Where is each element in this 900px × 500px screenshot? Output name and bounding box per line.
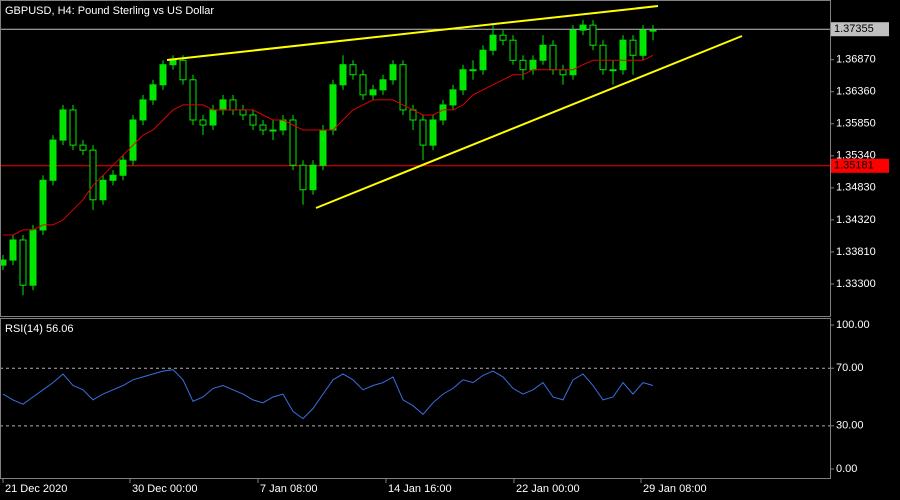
x-tick-label: 30 Dec 00:00: [132, 483, 197, 495]
candle-body: [389, 64, 397, 81]
candle-body: [109, 174, 117, 181]
x-tick-label: 21 Dec 2020: [5, 483, 67, 495]
current-price-label: 1.37355: [834, 23, 874, 35]
candle-body: [339, 64, 347, 86]
level-price-label: 1.35181: [834, 160, 874, 172]
y-tick-label: 0.00: [836, 463, 857, 475]
candle-body: [119, 159, 127, 176]
candle-body: [449, 89, 457, 106]
y-tick-label: 30.00: [836, 420, 864, 432]
level-price-box: [831, 158, 889, 173]
candle-body: [319, 129, 327, 166]
candle-body: [569, 29, 577, 76]
x-tick-label: 22 Jan 00:00: [516, 483, 580, 495]
candle-body: [499, 34, 507, 41]
candle-body: [309, 164, 317, 191]
candle-body: [439, 104, 447, 121]
candle-body: [39, 179, 47, 231]
candle-body: [509, 39, 517, 61]
candle-body: [129, 119, 137, 161]
x-tick-label: 29 Jan 08:00: [643, 483, 707, 495]
candle-body: [639, 29, 647, 56]
candle-body: [579, 24, 587, 31]
candle-body: [459, 69, 467, 91]
candle-body: [199, 119, 207, 126]
plot-layer: [0, 5, 830, 427]
candle-body: [9, 239, 17, 261]
candle-body: [529, 59, 537, 71]
candle-body: [29, 229, 37, 286]
candle-body: [489, 34, 497, 51]
candle-body: [19, 239, 27, 286]
candle-body: [369, 89, 377, 96]
x-tick-label: 14 Jan 16:00: [388, 483, 452, 495]
candle-body: [89, 149, 97, 201]
candle-body: [59, 109, 67, 141]
candle-body: [349, 64, 357, 76]
y-tick-label: 1.36360: [836, 86, 876, 98]
candle-body: [359, 74, 367, 96]
rsi-line: [2, 369, 654, 420]
candle-body: [189, 79, 197, 121]
y-tick-label: 100.00: [836, 319, 870, 331]
x-tick-label: 7 Jan 08:00: [260, 483, 318, 495]
candle-body: [589, 24, 597, 46]
candle-body: [69, 109, 77, 146]
candle-body: [549, 44, 557, 71]
candle-body: [399, 64, 407, 111]
candle-body: [539, 44, 547, 61]
candle-body: [329, 84, 337, 131]
y-tick-label: 1.33810: [836, 246, 876, 258]
y-tick-label: 1.34830: [836, 182, 876, 194]
current-price-box: [831, 22, 889, 37]
y-tick-label: 1.34320: [836, 214, 876, 226]
candle-body: [469, 69, 477, 72]
candle-body: [229, 99, 237, 111]
candle-body: [419, 119, 427, 146]
candle-body: [179, 59, 187, 81]
rsi-title: RSI(14) 56.06: [5, 323, 73, 335]
candle-body: [139, 99, 147, 121]
candle-body: [559, 69, 567, 76]
candle-body: [219, 99, 227, 111]
candle-body: [169, 59, 177, 66]
candle-body: [289, 119, 297, 166]
candle-body: [259, 124, 267, 131]
candle-body: [429, 119, 437, 146]
candle-body: [49, 139, 57, 181]
candle-body: [599, 44, 607, 71]
chart-title: GBPUSD, H4: Pound Sterling vs US Dollar: [5, 5, 214, 17]
y-tick-label: 1.33300: [836, 278, 876, 290]
candle-body: [649, 29, 657, 32]
candle-body: [619, 39, 627, 71]
candle-body: [0, 259, 7, 266]
trendline: [166, 5, 659, 61]
candle-body: [249, 114, 257, 126]
candle-body: [239, 109, 247, 116]
candle-body: [479, 49, 487, 71]
candle-body: [79, 144, 87, 151]
candle-body: [609, 69, 617, 72]
y-tick-label: 70.00: [836, 362, 864, 374]
rsi-panel-border: [0, 318, 831, 479]
price-panel-border: [0, 0, 831, 317]
y-tick-label: 1.35340: [836, 150, 876, 162]
candle-body: [99, 179, 107, 201]
trendline: [315, 35, 743, 209]
candle-body: [209, 109, 217, 126]
moving-average: [3, 54, 654, 236]
candle-body: [299, 164, 307, 191]
candle-body: [159, 64, 167, 86]
candle-body: [269, 129, 277, 132]
candle-body: [519, 59, 527, 71]
y-tick-label: 1.36870: [836, 54, 876, 66]
candle-body: [149, 84, 157, 101]
candle-body: [379, 79, 387, 91]
candle-body: [629, 39, 637, 56]
y-tick-label: 1.35850: [836, 118, 876, 130]
